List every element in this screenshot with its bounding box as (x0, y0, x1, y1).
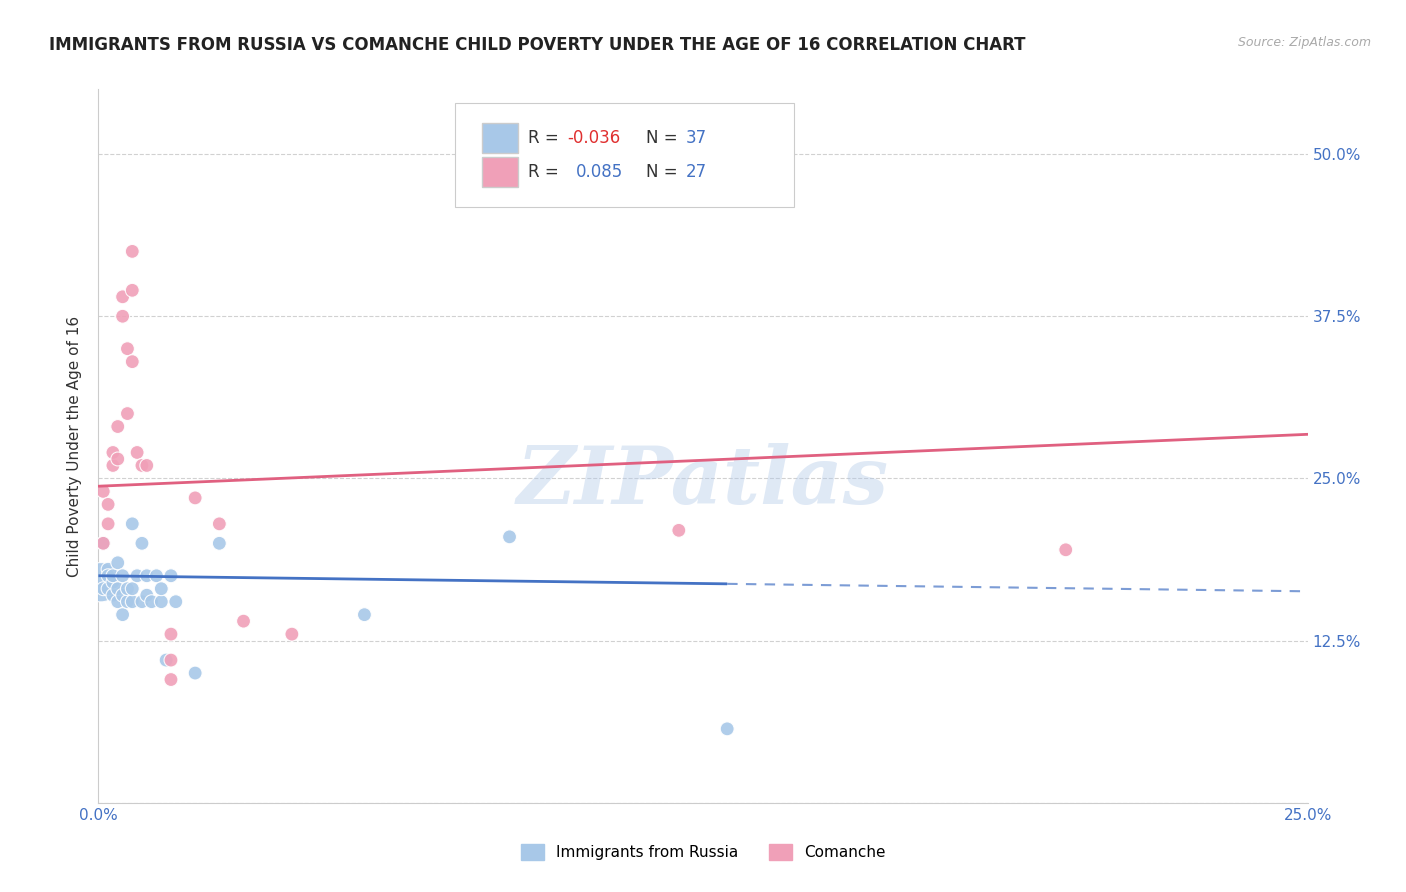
Point (121, 354, 143, 368)
Point (121, 283, 143, 297)
Point (165, 595, 187, 609)
Point (117, 342, 139, 356)
Text: R =: R = (527, 163, 569, 181)
Point (668, 524, 690, 538)
Point (121, 582, 143, 596)
Point (97, 568, 120, 582)
Point (232, 614, 254, 628)
Text: Source: ZipAtlas.com: Source: ZipAtlas.com (1237, 36, 1371, 49)
Point (145, 568, 167, 582)
Point (111, 568, 134, 582)
Point (91, 484, 114, 499)
Point (111, 310, 134, 324)
Text: 0.085: 0.085 (576, 163, 623, 181)
Text: N =: N = (647, 163, 683, 181)
Point (353, 607, 375, 622)
Point (121, 244, 143, 259)
Point (155, 653, 177, 667)
Point (131, 595, 153, 609)
Point (101, 458, 124, 473)
Point (97, 582, 120, 596)
Point (91, 582, 114, 596)
Point (208, 536, 231, 550)
Point (127, 568, 149, 582)
Legend: Immigrants from Russia, Comanche: Immigrants from Russia, Comanche (515, 838, 891, 866)
Point (208, 516, 231, 531)
FancyBboxPatch shape (456, 103, 793, 207)
Point (107, 556, 129, 570)
Point (101, 445, 124, 459)
Point (160, 673, 183, 687)
Point (101, 588, 124, 602)
Text: R =: R = (527, 128, 564, 146)
FancyBboxPatch shape (482, 123, 517, 153)
Point (111, 290, 134, 304)
Point (716, 722, 738, 736)
Point (121, 516, 143, 531)
Point (131, 458, 153, 473)
Point (150, 582, 173, 596)
Point (107, 595, 129, 609)
Point (160, 568, 183, 582)
Point (107, 452, 129, 467)
Point (160, 627, 183, 641)
Point (121, 595, 143, 609)
Point (117, 407, 139, 421)
Point (107, 419, 129, 434)
Point (101, 568, 124, 582)
Point (127, 445, 149, 459)
Point (97, 562, 120, 576)
Point (117, 582, 139, 596)
Point (160, 653, 183, 667)
Text: ZIPatlas: ZIPatlas (517, 443, 889, 520)
Point (184, 491, 207, 505)
Point (141, 595, 163, 609)
Point (117, 595, 139, 609)
Point (498, 530, 520, 544)
Point (135, 458, 157, 473)
FancyBboxPatch shape (482, 157, 517, 187)
Point (1054, 542, 1077, 557)
Point (101, 575, 124, 590)
Point (111, 588, 134, 602)
Text: IMMIGRANTS FROM RUSSIA VS COMANCHE CHILD POVERTY UNDER THE AGE OF 16 CORRELATION: IMMIGRANTS FROM RUSSIA VS COMANCHE CHILD… (49, 36, 1026, 54)
Point (150, 595, 173, 609)
Point (281, 627, 304, 641)
Point (135, 568, 157, 582)
Y-axis label: Child Poverty Under the Age of 16: Child Poverty Under the Age of 16 (67, 316, 83, 576)
Point (131, 536, 153, 550)
Text: 27: 27 (686, 163, 707, 181)
Point (111, 607, 134, 622)
Text: 37: 37 (686, 128, 707, 146)
Point (91, 536, 114, 550)
Point (97, 516, 120, 531)
Point (90, 575, 112, 590)
Point (135, 588, 157, 602)
Point (91, 536, 114, 550)
Text: -0.036: -0.036 (568, 128, 621, 146)
Point (184, 666, 207, 681)
Point (97, 497, 120, 511)
Text: N =: N = (647, 128, 683, 146)
Point (107, 582, 129, 596)
